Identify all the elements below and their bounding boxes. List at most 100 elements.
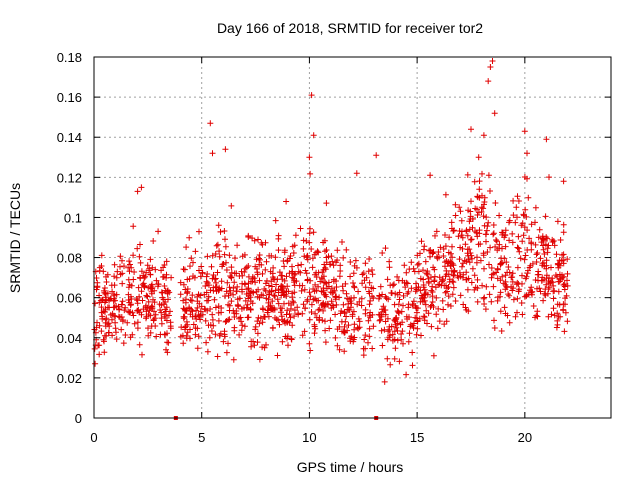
data-point	[366, 333, 373, 340]
data-point	[300, 245, 307, 252]
data-point	[113, 274, 120, 281]
data-point	[366, 312, 373, 319]
data-point	[472, 228, 478, 235]
data-point	[480, 132, 487, 139]
x-tick-label: 10	[302, 430, 316, 445]
data-point	[350, 338, 357, 345]
data-point	[276, 269, 283, 276]
data-point	[107, 311, 114, 318]
data-point	[509, 278, 516, 285]
data-point	[273, 281, 280, 288]
data-point	[207, 120, 214, 127]
data-point	[524, 247, 531, 253]
data-point	[208, 263, 215, 270]
data-point	[340, 254, 347, 261]
data-point	[510, 296, 517, 303]
data-point	[369, 345, 376, 352]
data-point	[119, 270, 126, 277]
data-point	[130, 312, 137, 319]
data-point	[406, 314, 412, 321]
data-point	[551, 242, 558, 249]
data-point	[268, 288, 275, 295]
data-point	[479, 282, 486, 289]
data-point	[433, 294, 440, 301]
data-point	[231, 314, 238, 320]
data-point	[295, 311, 302, 318]
data-point	[564, 256, 571, 263]
data-point	[136, 253, 143, 260]
data-point	[304, 298, 311, 305]
data-point	[422, 258, 429, 265]
data-point	[369, 311, 376, 318]
data-point	[549, 239, 556, 245]
data-point	[349, 311, 356, 318]
data-point	[304, 253, 311, 259]
data-point	[472, 205, 479, 212]
data-point	[483, 238, 489, 245]
data-point	[412, 288, 419, 295]
data-point	[492, 243, 499, 250]
data-point	[436, 318, 443, 325]
data-point	[485, 219, 492, 226]
data-point	[523, 273, 530, 280]
data-point	[212, 251, 219, 257]
data-point	[418, 238, 425, 245]
data-point	[145, 325, 151, 332]
data-point	[216, 248, 223, 255]
data-point	[436, 254, 442, 261]
data-point	[345, 322, 352, 329]
data-point	[506, 217, 513, 224]
data-point	[164, 339, 171, 346]
data-point	[522, 206, 529, 213]
data-point	[464, 232, 471, 239]
data-point	[275, 235, 282, 242]
data-point	[139, 351, 145, 358]
data-point	[109, 332, 116, 339]
data-point	[484, 249, 491, 255]
data-point	[398, 336, 405, 343]
data-point	[358, 295, 365, 302]
data-point	[278, 309, 284, 316]
data-point	[366, 279, 373, 286]
data-point	[306, 230, 313, 237]
data-point	[410, 324, 417, 331]
data-point	[431, 277, 438, 284]
data-point	[533, 312, 540, 319]
data-point	[514, 214, 520, 221]
data-point	[306, 289, 313, 296]
data-point	[251, 342, 258, 349]
data-point	[113, 291, 120, 298]
data-point	[404, 280, 411, 287]
data-point	[360, 352, 367, 359]
data-point	[403, 371, 410, 378]
data-point	[138, 288, 145, 295]
data-point	[483, 214, 490, 221]
data-point	[534, 313, 541, 320]
data-point	[473, 259, 480, 266]
data-point	[293, 278, 300, 285]
data-point	[490, 231, 497, 238]
data-point	[525, 267, 531, 274]
data-point	[417, 298, 424, 305]
data-point	[384, 315, 391, 322]
data-point	[322, 318, 328, 325]
data-point	[265, 282, 272, 289]
data-point	[388, 290, 395, 297]
data-point	[228, 202, 235, 209]
data-point	[494, 275, 501, 282]
data-point	[502, 243, 509, 250]
data-point	[139, 297, 146, 304]
data-point	[386, 258, 393, 265]
data-point	[312, 310, 319, 317]
data-point	[283, 273, 290, 280]
data-point	[402, 284, 409, 291]
data-point	[518, 300, 525, 306]
data-point	[508, 283, 515, 290]
data-point	[466, 218, 473, 225]
data-point	[378, 311, 385, 318]
data-point	[111, 295, 117, 302]
data-point	[447, 303, 454, 309]
data-point	[275, 247, 282, 254]
data-point	[334, 257, 341, 264]
data-point	[153, 277, 160, 284]
